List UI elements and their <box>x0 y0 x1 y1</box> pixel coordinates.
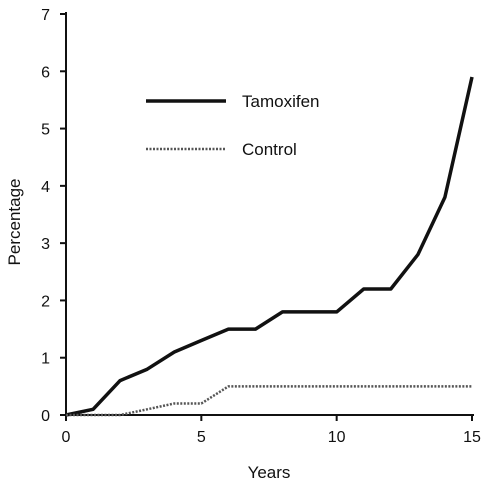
x-axis-title: Years <box>248 463 291 482</box>
y-tick-label: 4 <box>41 179 50 196</box>
legend-label-control: Control <box>242 140 297 159</box>
series-line-tamoxifen <box>65 76 474 417</box>
axes: 0 1 2 3 4 5 6 7 0 5 10 15 <box>41 7 481 446</box>
y-tick-label: 3 <box>41 236 50 253</box>
y-tick-label: 2 <box>41 293 50 310</box>
y-tick-label: 5 <box>41 122 50 139</box>
series-layer <box>65 76 474 417</box>
x-tick-label: 15 <box>463 429 481 446</box>
y-tick-label: 1 <box>41 351 50 368</box>
y-tick-label: 0 <box>41 408 50 425</box>
x-tick-label: 10 <box>328 429 346 446</box>
y-tick-label: 7 <box>41 7 50 24</box>
legend: Tamoxifen Control <box>146 92 319 159</box>
x-tick-label: 5 <box>197 429 206 446</box>
y-axis-title: Percentage <box>5 179 24 266</box>
series-line-control <box>66 385 472 417</box>
legend-label-tamoxifen: Tamoxifen <box>242 92 319 111</box>
x-tick-label: 0 <box>62 429 71 446</box>
y-tick-label: 6 <box>41 64 50 81</box>
